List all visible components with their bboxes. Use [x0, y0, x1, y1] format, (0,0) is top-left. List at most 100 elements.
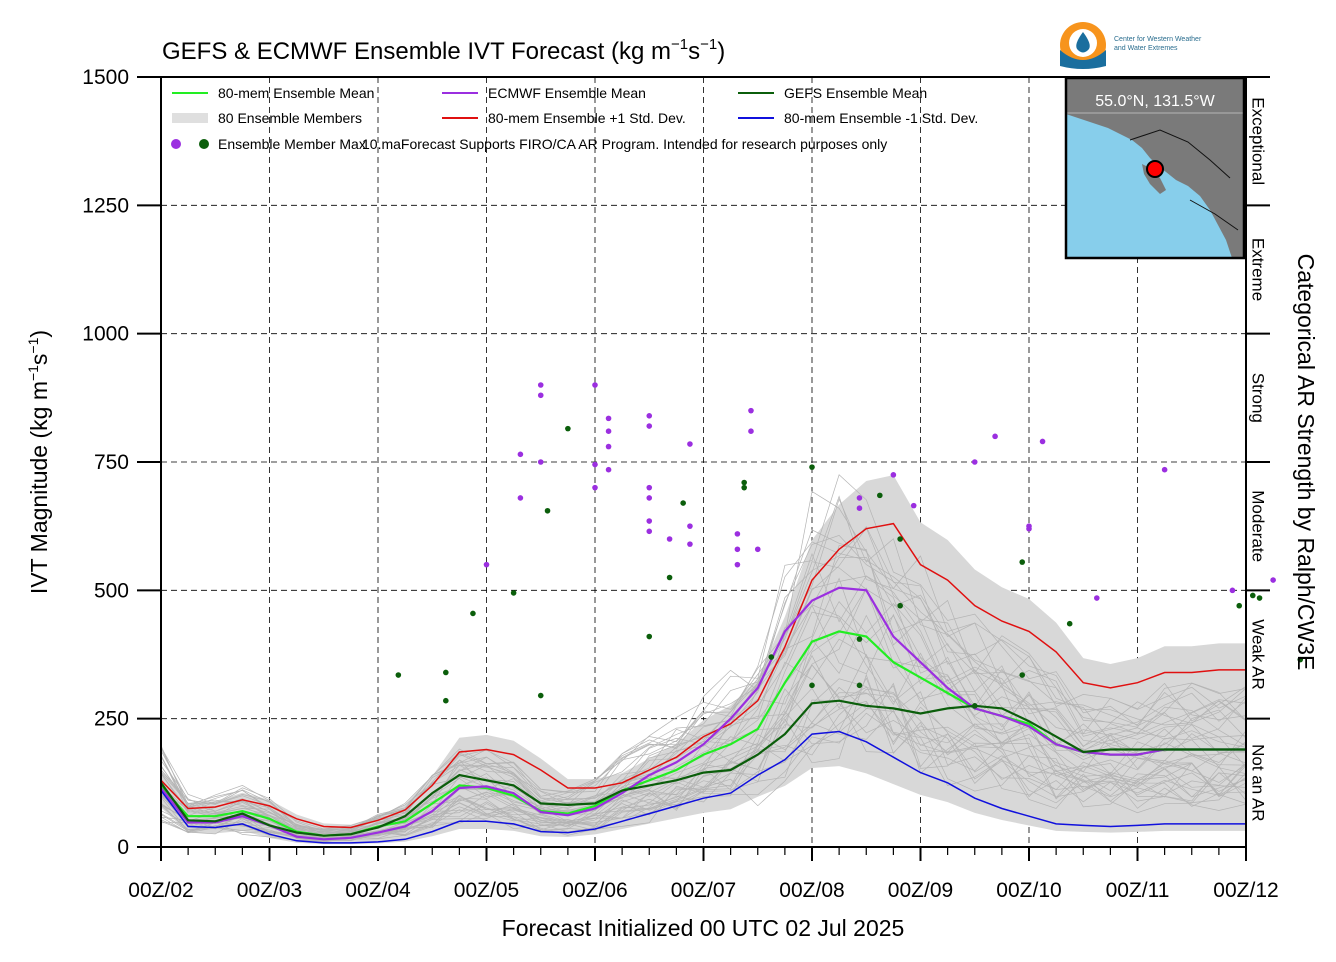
- ecmwf-max-point-9: [605, 415, 612, 422]
- gefs-max-point-22: [1019, 559, 1026, 565]
- logo-drop-icon: [1076, 32, 1090, 53]
- location-map-inset: 55.0°N, 131.5°W: [1064, 76, 1246, 260]
- ecmwf-max-point-22: [687, 541, 693, 547]
- category-label-0: Not an AR: [1249, 744, 1268, 822]
- legend-swatch-gefs-max: [199, 139, 209, 149]
- gefs-max-point-19: [897, 602, 903, 609]
- gefs-max-point-18: [877, 492, 883, 499]
- ecmwf-max-point-30: [856, 505, 863, 512]
- x-tick-label-10: 00Z/12: [1213, 879, 1278, 902]
- x-tick-label-7: 00Z/09: [888, 879, 953, 902]
- gefs-max-point-1: [443, 669, 449, 676]
- legend-note: 10.maForecast Supports FIRO/CA AR Progra…: [362, 136, 887, 152]
- legend-label-ecmwf: ECMWF Ensemble Mean: [488, 85, 646, 101]
- ecmwf-max-point-17: [646, 518, 653, 524]
- map-border: [1129, 129, 1239, 231]
- series-line-plus: [160, 522, 1246, 829]
- category-label-3: Strong: [1249, 373, 1268, 423]
- y-tick-label-1: 250: [94, 708, 129, 731]
- x-tick-label-1: 00Z/03: [237, 879, 302, 902]
- logo-wave-icon: [1060, 50, 1106, 69]
- cw3e-logo: Center for Western Weather and Water Ext…: [1060, 22, 1202, 69]
- ecmwf-max-point-8: [592, 484, 598, 491]
- ensemble-members: [160, 474, 1247, 843]
- map-land: [1066, 78, 1244, 258]
- right-axis-label: Categorical AR Strength by Ralph/CW3E: [1293, 254, 1319, 671]
- gefs-max-point-6: [544, 507, 551, 514]
- ecmwf-max-point-27: [748, 428, 754, 435]
- y-tick-label-6: 1500: [82, 66, 129, 89]
- ecmwf-max-point-25: [734, 561, 741, 568]
- legend-label-members: 80 Ensemble Members: [218, 110, 362, 126]
- logo-text-line1: Center for Western Weather: [1114, 36, 1202, 43]
- gefs-max-point-5: [537, 692, 544, 699]
- ensemble-member-line-31: [160, 664, 1247, 839]
- ensemble-member-line-38: [160, 495, 1247, 831]
- gefs-max-point-8: [646, 633, 653, 640]
- chart-title: GEFS & ECMWF Ensemble IVT Forecast (kg m…: [162, 36, 725, 65]
- legend-label-mean80: 80-mem Ensemble Mean: [218, 85, 374, 101]
- gefs-max-point-16: [856, 636, 863, 642]
- ecmwf-max-point-36: [1026, 525, 1032, 532]
- ecmwf-max-point-21: [687, 523, 693, 529]
- gefs-max-point-26: [1249, 592, 1256, 599]
- ecmwf-max-point-34: [992, 433, 998, 440]
- ecmwf-max-point-26: [748, 407, 754, 414]
- map-location-label: 55.0°N, 131.5°W: [1095, 93, 1215, 110]
- ecmwf-max-point-12: [605, 466, 612, 473]
- x-tick-label-6: 00Z/08: [779, 879, 844, 902]
- gefs-max-point-0: [395, 672, 402, 678]
- ensemble-member-line-27: [160, 682, 1247, 839]
- gefs-max-point-21: [971, 703, 978, 709]
- ecmwf-max-point-5: [537, 459, 544, 465]
- ecmwf-max-point-37: [1039, 438, 1046, 445]
- ecmwf-max-point-15: [646, 484, 653, 491]
- ecmwf-max-point-19: [666, 536, 673, 542]
- ecmwf-max-point-31: [890, 472, 897, 478]
- member-max-points: [395, 382, 1304, 709]
- ecmwf-max-point-29: [856, 495, 863, 501]
- series-line-minus: [160, 730, 1246, 844]
- ecmwf-max-point-33: [971, 459, 978, 465]
- x-axis-label: Forecast Initialized 00 UTC 02 Jul 2025: [502, 915, 905, 941]
- legend-label-plus: 80-mem Ensemble +1 Std. Dev.: [488, 110, 686, 126]
- ecmwf-max-point-16: [646, 495, 653, 501]
- gefs-max-point-25: [1236, 602, 1243, 609]
- ecmwf-max-point-10: [605, 428, 612, 435]
- ecmwf-max-point-6: [592, 382, 598, 388]
- x-tick-label-5: 00Z/07: [671, 879, 736, 902]
- ecmwf-max-point-18: [646, 528, 653, 535]
- ecmwf-max-point-13: [646, 413, 653, 419]
- gefs-max-point-10: [680, 500, 686, 506]
- map-location-marker-icon: [1146, 160, 1164, 178]
- legend: 80-mem Ensemble Mean ECMWF Ensemble Mean G…: [171, 85, 978, 152]
- ecmwf-max-point-3: [537, 382, 544, 388]
- x-tick-label-8: 00Z/10: [996, 879, 1061, 902]
- gefs-max-point-9: [666, 574, 673, 581]
- category-label-1: Weak AR: [1249, 619, 1268, 690]
- legend-swatch-ecmwf-max: [171, 139, 181, 149]
- gefs-max-point-27: [1256, 595, 1263, 601]
- gefs-max-point-12: [741, 484, 747, 491]
- ecmwf-max-point-41: [1270, 577, 1276, 583]
- x-tick-label-3: 00Z/05: [454, 879, 519, 902]
- ecmwf-max-point-24: [734, 546, 741, 553]
- series-lines: [160, 522, 1246, 844]
- ecmwf-max-point-14: [646, 423, 653, 429]
- gefs-max-point-13: [768, 654, 775, 660]
- ensemble-member-line-22: [160, 474, 1247, 832]
- ensemble-member-line-32: [160, 604, 1247, 833]
- y-tick-label-4: 1000: [82, 323, 129, 346]
- ecmwf-max-point-23: [734, 531, 741, 537]
- y-tick-label-5: 1250: [82, 194, 129, 217]
- y-tick-label-0: 0: [117, 836, 129, 859]
- logo-text-line2: and Water Extremes: [1114, 45, 1178, 52]
- axis-ticks: 0 250 500 750 1000 1250 1500 00Z/02 00Z/03 00Z/04…: [82, 66, 1278, 902]
- x-tick-label-2: 00Z/04: [345, 879, 411, 902]
- ecmwf-max-point-39: [1161, 466, 1168, 473]
- category-label-4: Extreme: [1249, 238, 1268, 301]
- ecmwf-max-point-1: [517, 451, 524, 458]
- gefs-max-point-24: [1066, 620, 1073, 627]
- category-label-5: Exceptional: [1249, 97, 1268, 185]
